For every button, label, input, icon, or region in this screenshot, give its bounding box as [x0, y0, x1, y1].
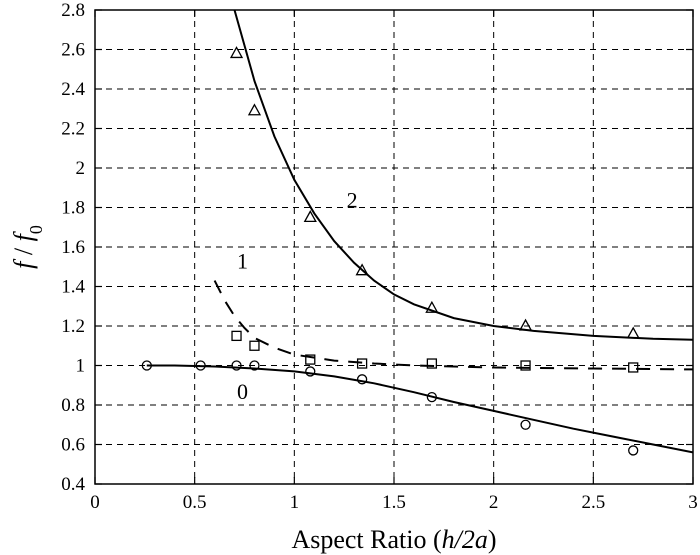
square-marker	[628, 362, 639, 373]
curve-mode-0	[146, 364, 693, 454]
circle-marker	[426, 391, 438, 403]
x-axis-ticks: 0 0.5 1 1.5 2 2.5 3	[90, 10, 698, 513]
triangle-marker	[518, 318, 533, 331]
square-marker	[305, 354, 316, 365]
y-tick-label: 0.6	[61, 435, 85, 456]
y-tick-label: 1.4	[61, 277, 85, 298]
square-marker	[249, 340, 260, 351]
triangle-marker	[425, 300, 439, 313]
curve-label-1: 1	[237, 249, 248, 274]
circle-marker	[231, 360, 242, 371]
circle-marker	[356, 374, 368, 385]
x-tick-label: 0.5	[183, 492, 207, 513]
curve-mode-1	[213, 280, 693, 371]
y-axis-title-subscript: 0	[26, 225, 46, 234]
y-axis-title-numerator: f	[9, 258, 38, 269]
x-axis-title-text: Aspect Ratio	[291, 525, 426, 554]
curve-labels: 0 1 2	[237, 188, 358, 405]
y-tick-label: 1.8	[61, 198, 85, 219]
y-axis-title-slash: /	[9, 241, 38, 261]
y-tick-label: 0.8	[61, 395, 85, 416]
x-tick-label: 2	[489, 492, 499, 513]
circle-marker	[520, 419, 531, 430]
data-markers	[141, 46, 640, 456]
circle-marker	[628, 445, 639, 456]
x-tick-label: 3	[688, 492, 698, 513]
y-axis-title-denominator: f	[9, 230, 38, 241]
y-axis-title: f / f0	[9, 225, 46, 269]
curves	[146, 10, 693, 454]
square-marker	[426, 358, 438, 369]
curve-label-0: 0	[237, 379, 248, 404]
square-marker	[356, 358, 368, 369]
triangle-marker	[229, 46, 244, 59]
y-tick-label: 2.4	[61, 79, 85, 100]
grid	[95, 10, 693, 484]
circle-marker	[141, 360, 152, 371]
x-axis-title: Aspect Ratio (h/2a)	[291, 525, 496, 554]
circle-marker	[195, 360, 206, 371]
y-tick-label: 1.2	[61, 316, 85, 337]
x-tick-label: 1.5	[382, 492, 406, 513]
y-tick-label: 2.6	[61, 40, 85, 61]
y-axis-ticks: 0.4 0.6 0.8 1 1.2 1.4 1.6 1.8 2 2.2 2.4 2.6 2.8	[61, 0, 693, 495]
x-tick-label: 2.5	[581, 492, 605, 513]
x-axis-title-ratio: h/2a	[442, 525, 488, 554]
x-tick-label: 1	[290, 492, 300, 513]
y-tick-label: 2.8	[61, 0, 85, 21]
x-axis-title-close-paren: )	[488, 525, 497, 554]
triangle-marker	[355, 263, 369, 276]
y-tick-label: 0.4	[61, 474, 85, 495]
triangle-marker	[303, 210, 317, 223]
x-tick-label: 0	[90, 492, 100, 513]
y-tick-label: 2	[76, 158, 86, 179]
y-tick-label: 1	[76, 356, 86, 377]
square-marker	[231, 330, 242, 342]
triangle-marker	[247, 103, 262, 116]
curve-mode-2	[233, 10, 693, 341]
x-axis-title-variable: (h/2a)	[433, 525, 497, 554]
x-axis-title-open-paren: (	[433, 525, 442, 554]
circle-marker	[249, 360, 260, 371]
triangle-marker	[626, 326, 640, 339]
square-marker	[520, 360, 531, 371]
y-tick-label: 1.6	[61, 237, 85, 258]
curve-label-2: 2	[347, 188, 358, 213]
circle-marker	[305, 366, 316, 377]
y-tick-label: 2.2	[61, 119, 85, 140]
